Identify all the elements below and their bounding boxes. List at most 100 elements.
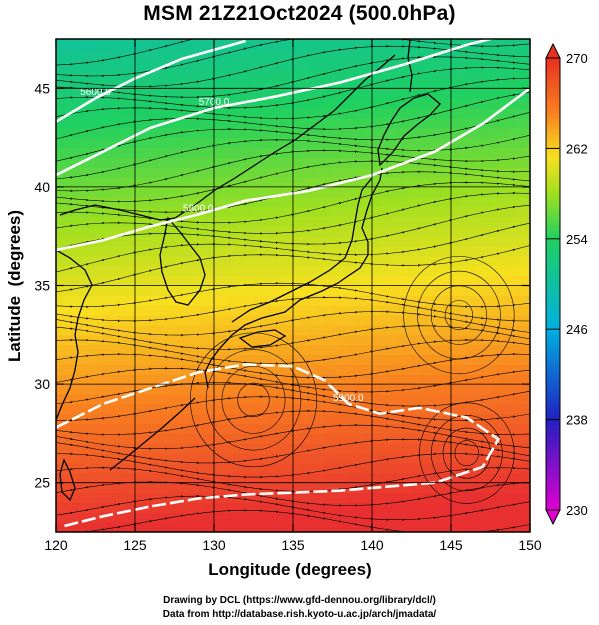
field-cell — [490, 177, 499, 188]
field-cell — [174, 39, 183, 50]
field-cell — [308, 265, 318, 277]
field-cell — [451, 344, 460, 356]
field-cell — [71, 344, 81, 356]
field-cell — [379, 374, 389, 385]
field-cell — [95, 157, 104, 168]
field-cell — [166, 364, 176, 375]
field-cell — [443, 295, 452, 306]
field-cell — [221, 512, 231, 523]
field-cell — [498, 127, 507, 139]
field-cell — [419, 344, 428, 356]
field-cell — [150, 236, 160, 247]
field-cell — [514, 39, 523, 50]
field-cell — [277, 433, 286, 444]
field-cell — [150, 295, 160, 306]
field-cell — [269, 384, 278, 395]
field-cell — [63, 226, 73, 237]
field-cell — [506, 403, 515, 415]
field-cell — [348, 334, 357, 346]
field-cell — [451, 512, 460, 523]
field-cell — [95, 246, 104, 257]
field-cell — [300, 117, 310, 129]
field-cell — [71, 177, 81, 188]
field-cell — [387, 196, 397, 208]
field-cell — [340, 226, 349, 237]
field-cell — [466, 344, 476, 356]
field-cell — [190, 453, 199, 464]
field-cell — [119, 236, 128, 247]
field-cell — [174, 196, 183, 208]
field-cell — [206, 147, 215, 158]
field-cell — [221, 78, 231, 89]
field-cell — [229, 255, 239, 267]
field-cell — [514, 157, 523, 168]
field-cell — [379, 315, 389, 326]
colorbar-tick-label: 238 — [566, 413, 588, 428]
field-cell — [340, 344, 349, 356]
field-cell — [142, 275, 152, 287]
field-cell — [293, 68, 302, 80]
field-cell — [245, 403, 255, 415]
field-cell — [364, 88, 373, 99]
field-cell — [56, 216, 65, 227]
field-cell — [111, 275, 120, 287]
field-cell — [150, 147, 160, 158]
field-cell — [56, 393, 65, 405]
field-cell — [340, 147, 349, 158]
field-cell — [142, 167, 152, 178]
field-cell — [214, 285, 223, 296]
field-cell — [182, 305, 191, 316]
field-cell — [340, 364, 349, 375]
field-cell — [348, 295, 357, 306]
field-cell — [182, 255, 191, 267]
field-cell — [419, 68, 428, 80]
field-cell — [403, 255, 413, 267]
field-cell — [411, 492, 420, 504]
field-cell — [482, 196, 492, 208]
field-cell — [435, 374, 444, 385]
field-cell — [435, 354, 444, 365]
field-cell — [387, 285, 397, 296]
field-cell — [214, 108, 223, 119]
x-axis-label: Longitude (degrees) — [208, 560, 371, 579]
field-cell — [277, 315, 286, 326]
contour-label: 5800.0 — [183, 204, 214, 215]
field-cell — [427, 433, 436, 444]
field-cell — [253, 68, 262, 80]
field-cell — [387, 98, 397, 109]
field-cell — [324, 453, 334, 464]
field-cell — [214, 196, 223, 208]
field-cell — [56, 78, 65, 89]
field-cell — [458, 522, 468, 532]
field-cell — [166, 403, 176, 415]
field-cell — [206, 344, 215, 356]
field-cell — [63, 216, 73, 227]
field-cell — [190, 177, 199, 188]
field-cell — [206, 58, 215, 70]
field-cell — [135, 462, 144, 474]
field-cell — [435, 364, 444, 375]
field-cell — [411, 137, 420, 149]
field-cell — [198, 127, 207, 139]
field-cell — [300, 108, 310, 119]
field-cell — [135, 433, 144, 444]
field-cell — [56, 39, 65, 50]
field-cell — [364, 472, 373, 484]
field-cell — [466, 324, 476, 336]
gridlines — [56, 39, 530, 532]
field-cell — [135, 423, 144, 434]
field-cell — [482, 512, 492, 523]
field-cell — [142, 147, 152, 158]
field-cell — [427, 393, 436, 405]
field-cell — [95, 177, 104, 188]
field-cell — [316, 462, 326, 474]
field-cell — [261, 512, 270, 523]
field-cell — [95, 117, 104, 129]
field-cell — [269, 68, 278, 80]
field-cell — [190, 324, 199, 336]
field-cell — [293, 522, 302, 532]
field-cell — [395, 433, 405, 444]
field-cell — [522, 433, 530, 444]
field-cell — [71, 68, 81, 80]
